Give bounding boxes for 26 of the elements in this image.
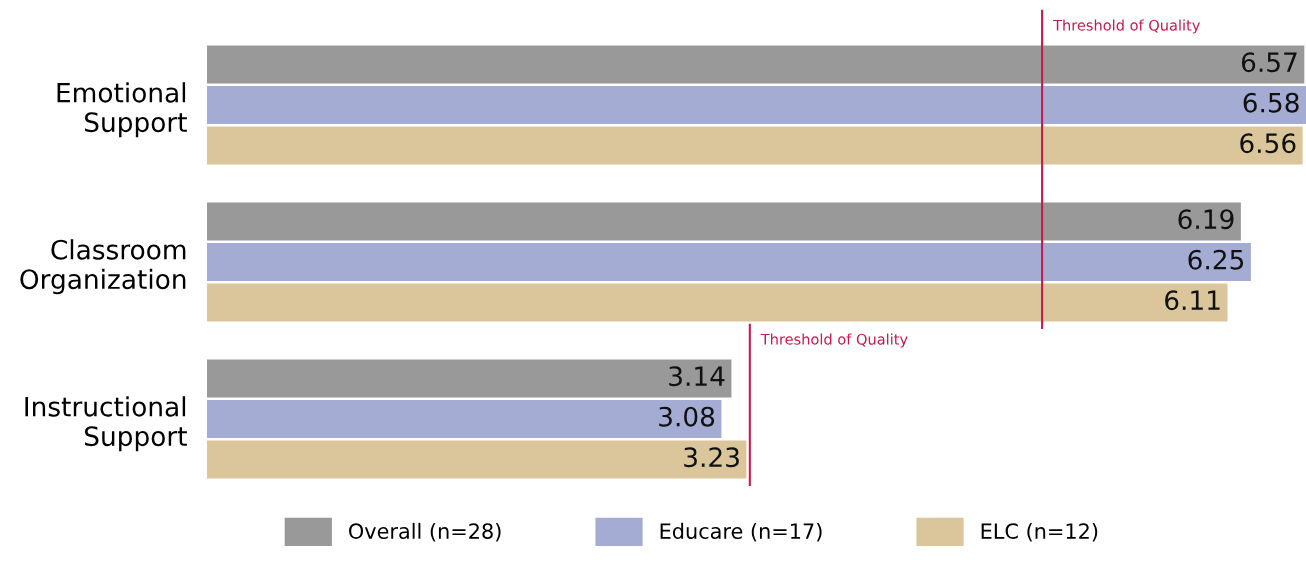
bar — [207, 440, 747, 479]
legend-label: Educare (n=17) — [660, 522, 822, 542]
y-tick-label: Classroom Organization — [20, 239, 186, 295]
data-label: 3.08 — [659, 406, 715, 427]
y-tick-label: Instructional Support — [25, 396, 187, 452]
data-label: 3.23 — [684, 447, 739, 468]
data-label: 6.57 — [1241, 52, 1297, 73]
bar — [207, 86, 1306, 124]
ref-line-label: Threshold of Quality — [1053, 19, 1200, 34]
bar — [207, 400, 722, 438]
legend-label: ELC (n=12) — [981, 522, 1098, 542]
data-label: 6.56 — [1240, 133, 1296, 154]
data-label: 6.11 — [1165, 290, 1220, 311]
bar — [207, 283, 1228, 322]
data-label: 6.25 — [1188, 249, 1244, 270]
data-label: 6.19 — [1178, 209, 1234, 230]
y-tick-label: Emotional Support — [57, 82, 187, 138]
data-label: 3.14 — [669, 366, 725, 387]
bar — [207, 126, 1303, 165]
bar — [207, 243, 1251, 281]
bar — [207, 45, 1305, 84]
ref-line-label: Threshold of Quality — [760, 333, 908, 348]
legend-label: Overall (n=28) — [349, 522, 501, 542]
data-label: 6.58 — [1243, 92, 1299, 113]
bar — [207, 359, 732, 398]
bar — [207, 202, 1241, 241]
